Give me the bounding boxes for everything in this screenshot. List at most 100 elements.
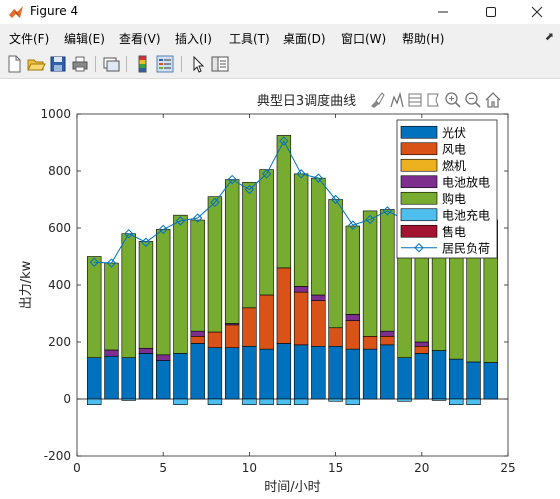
y-axis-label: 出力/kw (19, 260, 34, 309)
property-inspector-icon[interactable] (210, 54, 230, 74)
colorbar-icon[interactable] (133, 54, 153, 74)
bar-segment (276, 135, 292, 269)
bar-segment (121, 233, 136, 358)
load-marker (89, 257, 99, 267)
dock-arrow-icon[interactable]: ⬈ (544, 30, 554, 43)
load-marker (244, 184, 255, 195)
load-marker (158, 224, 168, 235)
legend-swatch (400, 208, 438, 222)
bar-segment (190, 335, 205, 344)
restore-view-icon[interactable] (424, 91, 442, 109)
legend-label: 居民负荷 (442, 241, 490, 255)
brush-icon[interactable] (368, 91, 386, 109)
menu-window[interactable]: 窗口(W) (341, 32, 387, 46)
bar-segment (380, 344, 395, 400)
legend-swatch (400, 191, 438, 205)
bar-segment (311, 294, 326, 301)
x-tick-label: 0 (73, 461, 81, 475)
bar-segment (104, 355, 119, 400)
menu-desktop[interactable]: 桌面(D) (283, 32, 326, 46)
bar-segment (242, 345, 257, 400)
minimize-button[interactable] (420, 0, 466, 24)
load-marker (192, 213, 203, 223)
bar-segment (362, 210, 378, 337)
open-icon[interactable] (26, 54, 46, 74)
menu-insert[interactable]: 插入(I) (175, 32, 212, 46)
bar-segment (87, 357, 102, 400)
menu-file[interactable]: 文件(F) (9, 32, 50, 46)
bar-segment (328, 398, 343, 402)
y-tick-label: -200 (44, 449, 71, 463)
window-title: Figure 4 (30, 4, 79, 18)
new-figure-icon[interactable] (4, 54, 24, 74)
rotate-icon[interactable] (406, 91, 424, 109)
zoom-out-icon[interactable] (464, 91, 482, 109)
bar-segment (87, 256, 102, 358)
load-marker (210, 197, 220, 208)
load-marker (348, 220, 358, 230)
maximize-button[interactable] (468, 0, 514, 24)
link-plot-icon[interactable] (101, 54, 121, 74)
save-icon[interactable] (48, 54, 68, 74)
menu-tools[interactable]: 工具(T) (229, 32, 270, 46)
legend-marker-swatch (414, 243, 424, 253)
load-marker (106, 258, 117, 268)
legend-swatch (400, 142, 438, 156)
bar-segment (397, 357, 412, 400)
bar-segment (431, 350, 447, 400)
load-marker (296, 169, 306, 179)
bar-segment (380, 335, 395, 346)
bar-segment (414, 353, 429, 400)
matlab-logo-icon (9, 6, 23, 18)
x-tick-label: 10 (242, 461, 257, 475)
print-icon[interactable] (70, 54, 90, 74)
x-tick-label: 20 (414, 461, 429, 475)
bar-segment (293, 173, 309, 287)
maximize-icon (486, 7, 496, 17)
bar-segment (173, 214, 188, 354)
bar-segment (190, 219, 205, 332)
bar-segment (121, 398, 136, 401)
bar-segment (380, 330, 395, 337)
menu-help[interactable]: 帮助(H) (402, 32, 445, 46)
bar-segment (328, 199, 343, 329)
legend-label: 电池充电 (442, 207, 490, 222)
bar-segment (276, 343, 292, 400)
bar-segment (362, 348, 378, 400)
bar-segment (207, 196, 223, 333)
bar-segment (362, 335, 378, 350)
y-tick-label: 0 (63, 392, 71, 406)
figure-toolbar (0, 50, 560, 79)
bar-segment (173, 353, 188, 400)
bar-segment (121, 357, 136, 400)
chart-title: 典型日3调度曲线 (257, 93, 356, 109)
y-tick-label: 400 (48, 278, 71, 292)
bar-segment (345, 320, 361, 350)
zoom-in-icon[interactable] (444, 91, 462, 109)
legend-swatch (400, 125, 438, 139)
toolbar-separator (126, 56, 127, 72)
bar-segment (259, 398, 274, 405)
y-tick-label: 600 (48, 221, 71, 235)
bar-segment (293, 398, 309, 405)
bar-segment (138, 347, 154, 354)
home-icon[interactable] (484, 91, 502, 109)
load-marker (382, 206, 393, 216)
bar-segment (345, 314, 361, 321)
pointer-icon[interactable] (188, 54, 208, 74)
legend-label: 光伏 (442, 126, 466, 140)
load-marker (279, 136, 289, 146)
menu-view[interactable]: 查看(V) (119, 32, 161, 46)
legend-icon[interactable] (155, 54, 175, 74)
bar-segment (276, 267, 292, 344)
bar-segment (259, 348, 274, 400)
bar-segment (259, 169, 274, 296)
data-tips-icon[interactable] (388, 91, 406, 109)
load-marker (124, 228, 134, 239)
bar-segment (397, 398, 412, 402)
bar-segment (173, 398, 188, 405)
close-button[interactable] (514, 0, 560, 24)
menu-edit[interactable]: 编辑(E) (64, 32, 105, 46)
load-marker (227, 174, 237, 185)
